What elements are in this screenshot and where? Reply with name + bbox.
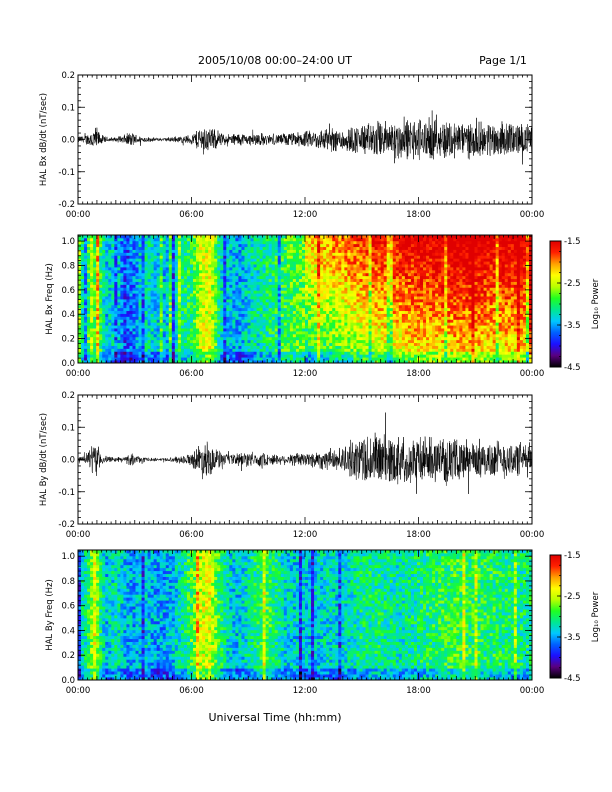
by-wave-ylabel: HAL By dB/dt (nT/sec) — [39, 413, 49, 506]
by-wave-ytick-label: 0.1 — [61, 423, 75, 433]
colorbar-bottom-tick-label: -4.5 — [564, 674, 581, 684]
page-title: 2005/10/08 00:00–24:00 UT — [198, 54, 352, 67]
colorbar-top: -1.5 -2.5 -3.5 -4.5 Log₁₀ Power — [549, 237, 601, 373]
bx-spec-xtick-label: 12:00 — [293, 369, 318, 379]
bx-wave-ytick-label: -0.1 — [58, 168, 75, 178]
colorbar-top-tick-label: -2.5 — [564, 279, 581, 289]
bx-spec-xtick-label: 00:00 — [520, 369, 545, 379]
bx-spec-xtick-label: 06:00 — [179, 369, 204, 379]
colorbar-bottom-tick-label: -1.5 — [564, 551, 581, 561]
bx-spec-ytick-label: 0.2 — [61, 335, 75, 345]
bx-wave-trace — [77, 110, 533, 165]
by-spec-ytick-label: 0.0 — [61, 676, 75, 686]
bx-wave-ytick-label: 0.1 — [61, 103, 75, 113]
bx-wave-axes: 00:00 06:00 12:00 18:00 00:00-0.2-0.10.00.10… — [58, 71, 544, 220]
bx-spec-ylabel: HAL Bx Freq (Hz) — [45, 263, 55, 335]
by-spec-xtick-label: 12:00 — [293, 686, 318, 696]
page-number: Page 1/1 — [479, 54, 527, 67]
bx-wave-panel: 00:00 06:00 12:00 18:00 00:00-0.2-0.10.00.10… — [39, 71, 544, 220]
by-wave-xtick-label: 00:00 — [520, 530, 545, 540]
by-spec-ytick-label: 1.0 — [61, 552, 75, 562]
colorbar-top-tick-label: -1.5 — [564, 237, 581, 247]
colorbar-top-label: Log₁₀ Power — [591, 278, 601, 329]
by-wave-xtick-label: 18:00 — [406, 530, 431, 540]
colorbar-top-tick-label: -4.5 — [564, 363, 581, 373]
by-wave-xtick-label: 06:00 — [179, 530, 204, 540]
bx-spec-axes: 00:00 06:00 12:00 18:00 00:000.00.20.40.60.8… — [61, 235, 544, 379]
by-spec-xtick-label: 06:00 — [179, 686, 204, 696]
bx-wave-xtick-label: 00:00 — [520, 210, 545, 220]
bx-wave-ylabel: HAL Bx dB/dt (nT/sec) — [39, 93, 49, 186]
by-spec-ytick-label: 0.4 — [61, 626, 75, 636]
by-spec-image — [78, 550, 533, 681]
by-wave-trace-line — [77, 412, 533, 494]
by-wave-ytick-label: 0.0 — [61, 456, 75, 466]
colorbar-bottom-ticks: -1.5 -2.5 -3.5 -4.5 — [557, 551, 581, 684]
bx-wave-xtick-label: 06:00 — [179, 210, 204, 220]
by-wave-xtick-label: 00:00 — [66, 530, 91, 540]
bx-spec-ytick-label: 0.4 — [61, 310, 75, 320]
bx-wave-ytick-label: 0.2 — [61, 71, 75, 81]
colorbar-top-tick-label: -3.5 — [564, 321, 581, 331]
bx-spec-panel: 00:00 06:00 12:00 18:00 00:000.00.20.40.60.8… — [45, 234, 544, 379]
bx-wave-xtick-label: 12:00 — [293, 210, 318, 220]
by-wave-xtick-label: 12:00 — [293, 530, 318, 540]
by-spec-ylabel: HAL By Freq (Hz) — [45, 579, 55, 651]
bx-wave-xtick-label: 18:00 — [406, 210, 431, 220]
bx-spec-ytick-label: 1.0 — [61, 237, 75, 247]
colorbar-top-scale — [550, 241, 561, 367]
colorbar-bottom-tick-label: -3.5 — [564, 633, 581, 643]
colorbar-bottom: -1.5 -2.5 -3.5 -4.5 Log₁₀ Power — [549, 551, 601, 684]
bx-wave-ytick-label: 0.0 — [61, 136, 75, 146]
by-spec-panel: 00:00 06:00 12:00 18:00 00:000.00.20.40.60.8… — [45, 549, 544, 696]
by-spec-axes: 00:00 06:00 12:00 18:00 00:000.00.20.40.60.8… — [61, 550, 544, 696]
by-wave-ytick-label: -0.2 — [58, 520, 75, 530]
by-wave-ytick-label: -0.1 — [58, 488, 75, 498]
colorbar-bottom-scale — [550, 555, 561, 678]
by-wave-trace — [77, 412, 533, 494]
bx-spec-ytick-label: 0.6 — [61, 286, 75, 296]
bx-spec-xtick-label: 00:00 — [66, 369, 91, 379]
bx-spec-image — [78, 235, 533, 364]
bx-spec-ytick-label: 0.0 — [61, 359, 75, 369]
bx-wave-trace-line — [77, 110, 533, 165]
x-axis-title: Universal Time (hh:mm) — [209, 711, 342, 724]
colorbar-bottom-label: Log₁₀ Power — [591, 591, 601, 642]
bx-wave-xtick-label: 00:00 — [66, 210, 91, 220]
colorbar-top-ticks: -1.5 -2.5 -3.5 -4.5 — [557, 237, 581, 373]
colorbar-bottom-tick-label: -2.5 — [564, 592, 581, 602]
bx-spec-ytick-label: 0.8 — [61, 261, 75, 271]
bx-spec-xtick-label: 18:00 — [406, 369, 431, 379]
bx-wave-ytick-label: -0.2 — [58, 200, 75, 210]
by-spec-xtick-label: 00:00 — [520, 686, 545, 696]
by-wave-ytick-label: 0.2 — [61, 391, 75, 401]
by-spec-ytick-label: 0.6 — [61, 602, 75, 612]
by-spec-xtick-label: 18:00 — [406, 686, 431, 696]
by-wave-axes: 00:00 06:00 12:00 18:00 00:00-0.2-0.10.00.10… — [58, 391, 544, 540]
by-wave-panel: 00:00 06:00 12:00 18:00 00:00-0.2-0.10.00.10… — [39, 391, 544, 540]
by-spec-ytick-label: 0.2 — [61, 651, 75, 661]
by-spec-ytick-label: 0.8 — [61, 577, 75, 587]
by-spec-xtick-label: 00:00 — [66, 686, 91, 696]
